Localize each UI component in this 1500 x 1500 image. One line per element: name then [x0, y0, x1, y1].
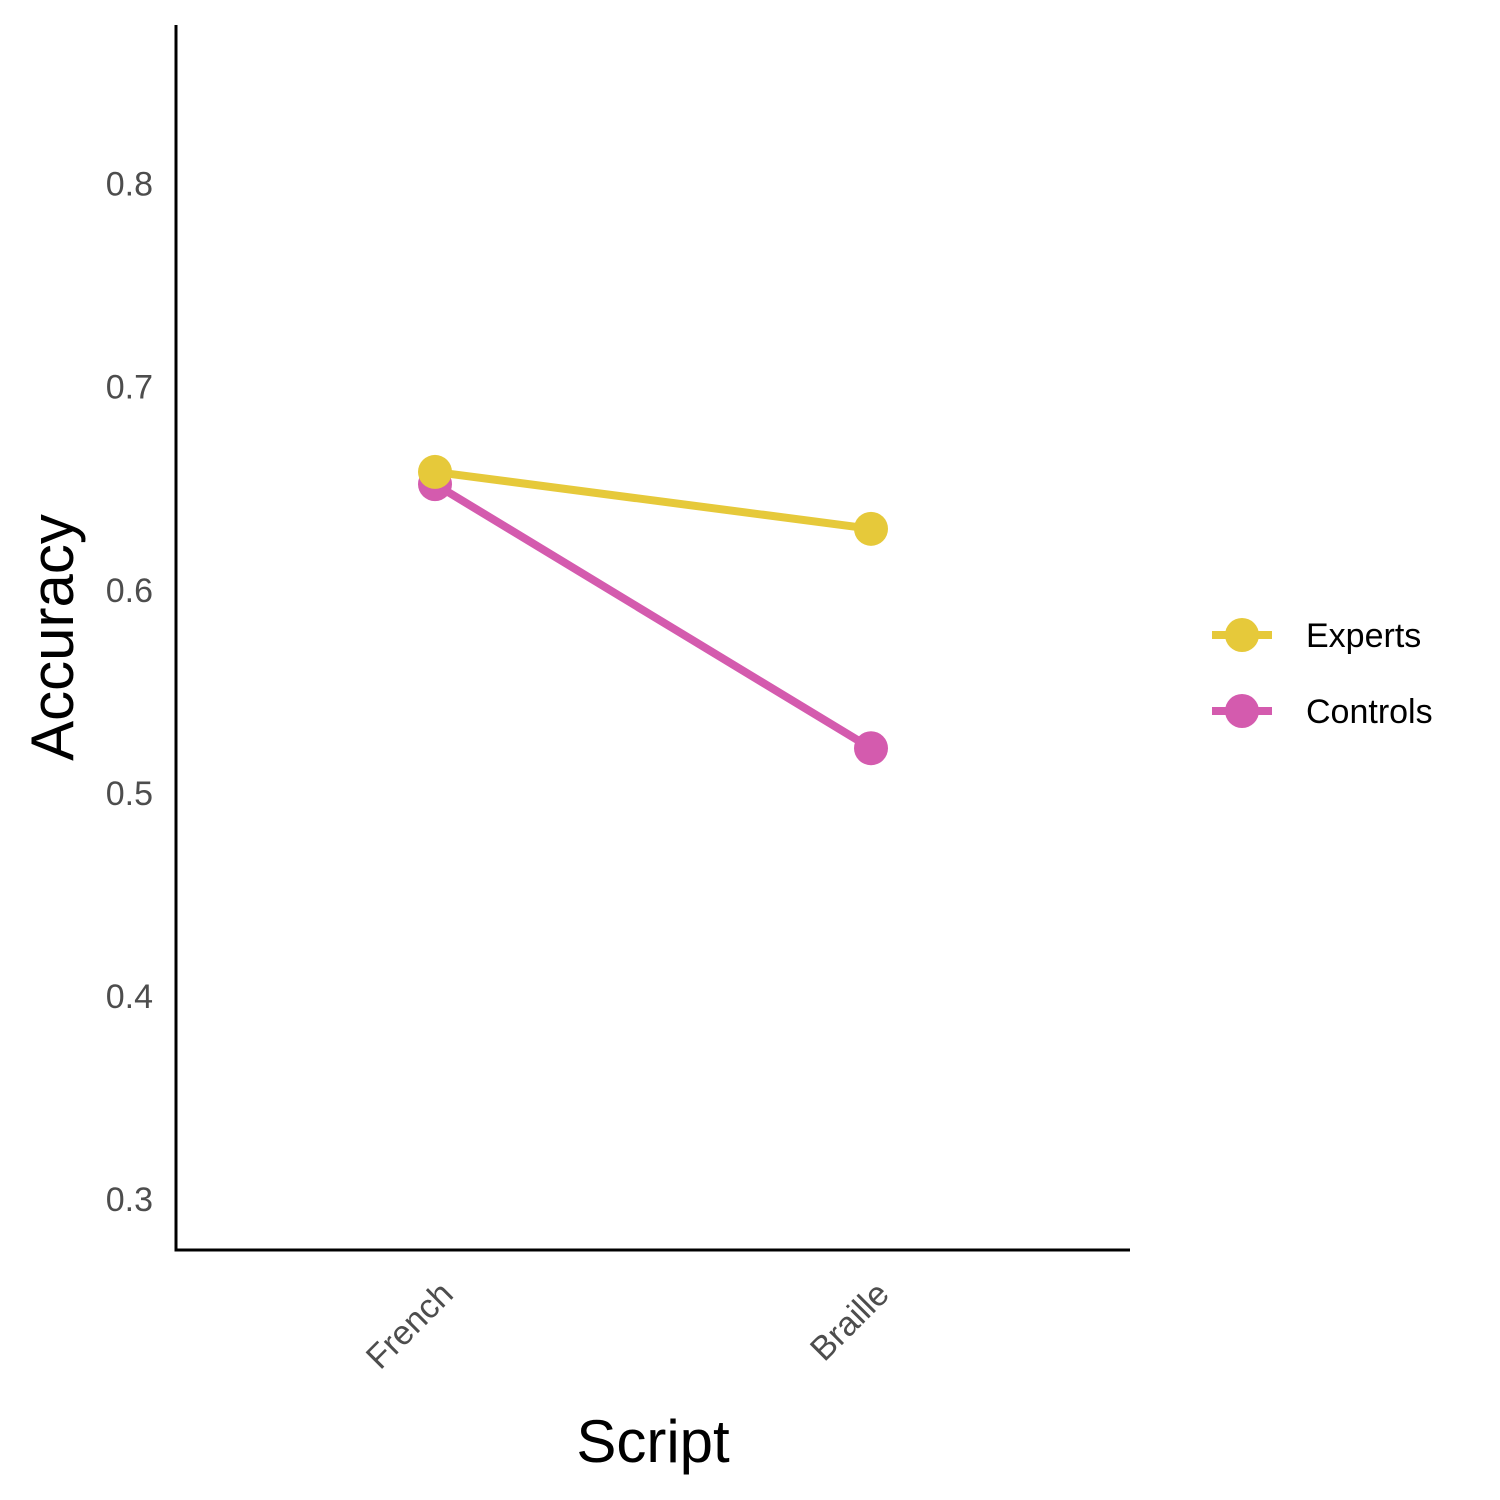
legend-item-controls: Controls [1212, 693, 1433, 731]
y-axis-ticks: 0.3 0.4 0.5 0.6 0.7 0.8 [106, 165, 153, 1219]
y-tick-label: 0.7 [106, 369, 153, 407]
x-tick-label: Braille [803, 1275, 897, 1369]
y-axis-title: Accuracy [19, 514, 86, 761]
y-tick-label: 0.4 [106, 978, 153, 1016]
legend: Experts Controls [1212, 617, 1433, 731]
legend-item-experts: Experts [1212, 617, 1421, 655]
x-axis-title: Script [576, 1408, 730, 1475]
y-tick-label: 0.5 [106, 775, 153, 813]
legend-swatch-point [1225, 694, 1259, 728]
y-tick-label: 0.8 [106, 165, 153, 203]
series-points [418, 454, 888, 766]
data-point-experts [418, 454, 452, 489]
series-line-controls [432, 480, 874, 752]
legend-label: Experts [1306, 617, 1421, 655]
series-lines [432, 467, 874, 752]
x-tick-label: French [359, 1275, 461, 1377]
data-point-experts [854, 511, 888, 546]
series-line-experts [434, 467, 872, 533]
legend-label: Controls [1306, 693, 1433, 731]
y-tick-label: 0.3 [106, 1181, 153, 1219]
series-layer [418, 454, 888, 766]
x-axis-ticks: French Braille [359, 1275, 897, 1377]
y-tick-label: 0.6 [106, 572, 153, 610]
data-point-controls [854, 731, 888, 766]
legend-swatch-point [1225, 618, 1259, 652]
